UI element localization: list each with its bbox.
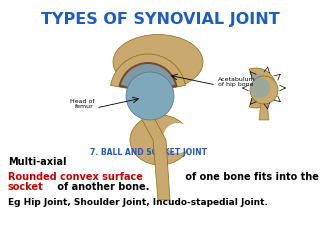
Wedge shape <box>111 54 185 92</box>
Wedge shape <box>121 64 175 92</box>
Ellipse shape <box>163 123 193 153</box>
Text: Eg Hip Joint, Shoulder Joint, Incudo-stapedial Joint.: Eg Hip Joint, Shoulder Joint, Incudo-sta… <box>8 198 268 207</box>
Text: Rounded convex surface: Rounded convex surface <box>8 172 143 182</box>
Text: TYPES OF SYNOVIAL JOINT: TYPES OF SYNOVIAL JOINT <box>41 12 279 27</box>
Wedge shape <box>252 73 271 103</box>
Text: 7. BALL AND SOCKET JOINT: 7. BALL AND SOCKET JOINT <box>90 148 206 157</box>
Wedge shape <box>249 68 276 108</box>
Polygon shape <box>259 102 269 120</box>
Text: Head of
femur: Head of femur <box>69 99 94 109</box>
Text: socket: socket <box>8 182 44 192</box>
Ellipse shape <box>130 115 190 165</box>
Circle shape <box>250 76 278 104</box>
Text: Multi-axial: Multi-axial <box>8 157 67 167</box>
Text: of one bone fits into the: of one bone fits into the <box>182 172 320 182</box>
Text: of another bone.: of another bone. <box>54 182 149 192</box>
Text: Acetabulum
of hip bone: Acetabulum of hip bone <box>218 77 256 87</box>
Circle shape <box>126 72 174 120</box>
Wedge shape <box>118 62 178 92</box>
Circle shape <box>250 78 270 98</box>
Polygon shape <box>140 116 170 200</box>
Ellipse shape <box>113 35 203 90</box>
